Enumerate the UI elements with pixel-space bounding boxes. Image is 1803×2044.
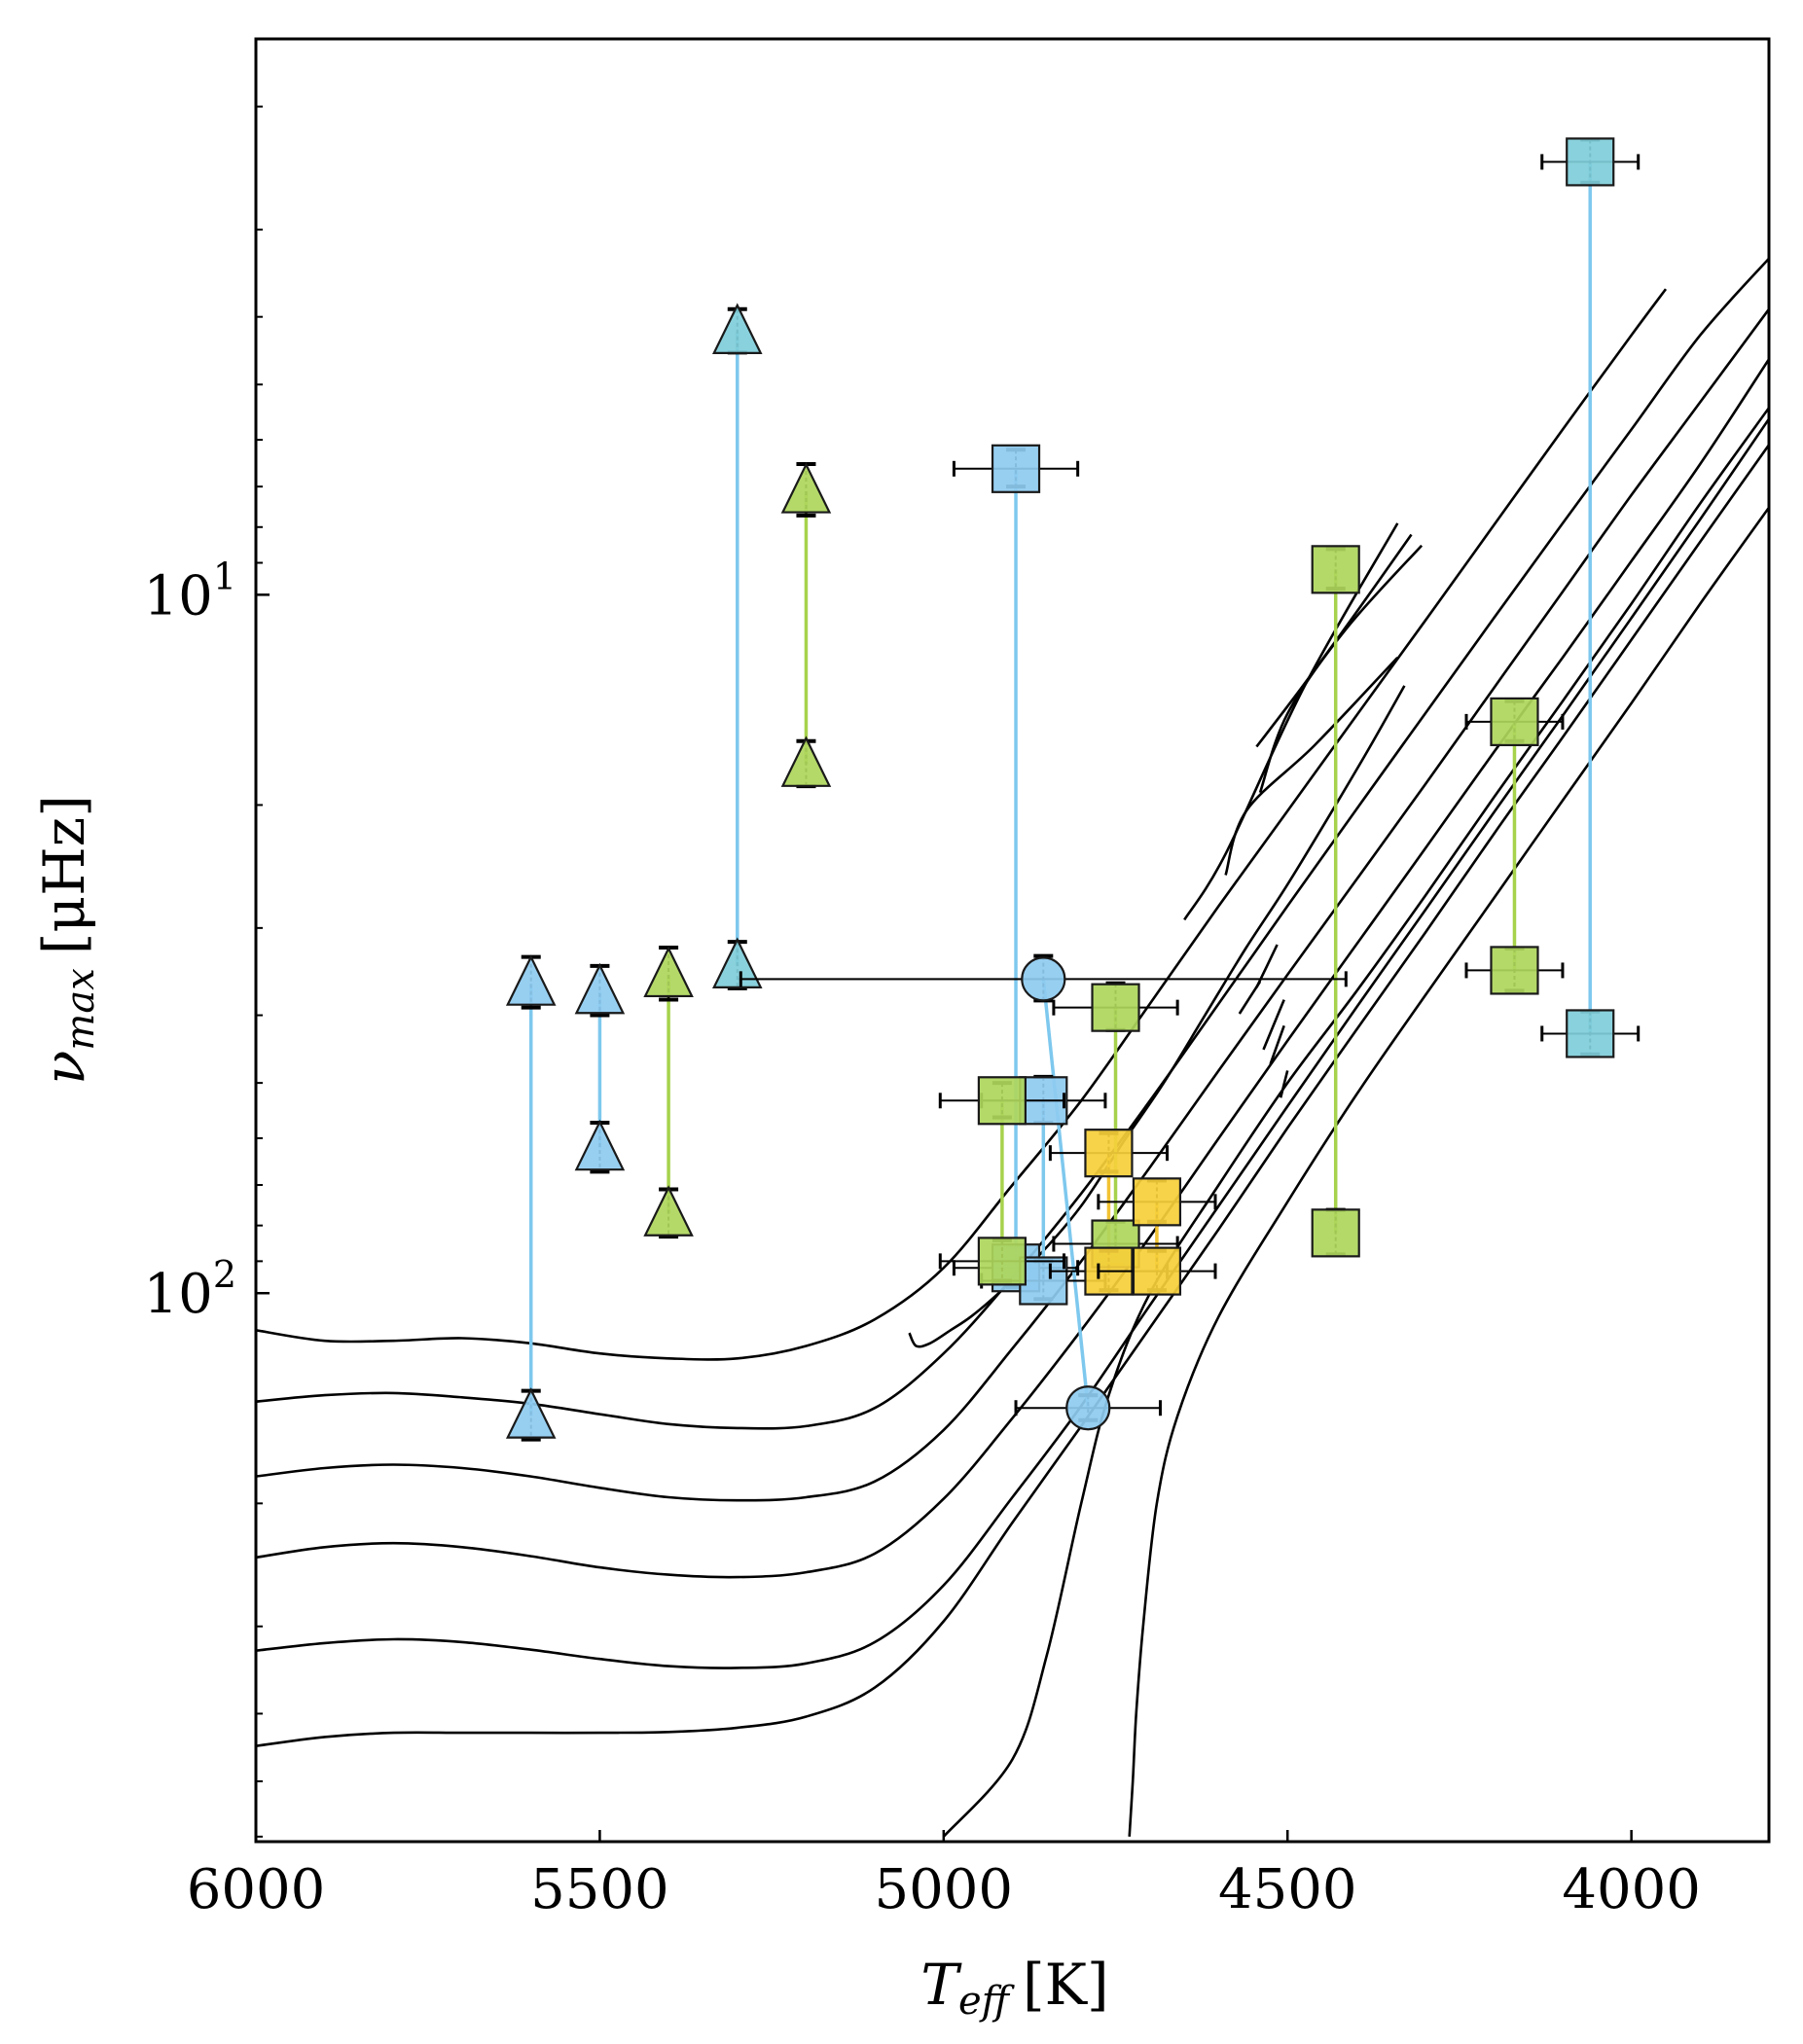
fragment-8: [1269, 1024, 1285, 1065]
marker-green-tri-2-top: [780, 462, 832, 518]
x-tick-label: 4500: [1218, 1858, 1357, 1921]
x-tick-label: 5000: [875, 1858, 1014, 1921]
y-axis-label: νmax [μHz]: [31, 795, 103, 1085]
marker-green-sq-3-top: [1311, 545, 1360, 594]
fragment-1: [1183, 522, 1399, 921]
fragment-6: [1238, 981, 1262, 1015]
tick-labels: 6000 5500 5000 4500 4000 101 102: [144, 555, 1701, 1921]
y-axis-label-unit: [μHz]: [31, 795, 97, 954]
marker-yellow-sq-2-bottom: [1097, 1246, 1217, 1296]
plot-frame: [254, 37, 1771, 1844]
marker-teal-tri-top: [712, 303, 763, 355]
marker-blue-tri-2-top: [574, 962, 626, 1018]
track-4: [256, 358, 1769, 1579]
marker-teal-tri-bottom: [712, 937, 763, 990]
x-axis-label-unit: [K]: [1023, 1952, 1109, 2018]
track-5: [256, 417, 1769, 1669]
y-axis-label-sub: max: [58, 968, 103, 1050]
marker-blue-sq-1-top: [952, 444, 1080, 493]
fragment-3: [1258, 544, 1424, 794]
fragment-7: [1262, 999, 1285, 1051]
marker-green-sq-1-bottom: [938, 1237, 1066, 1286]
marker-green-tri-2-bottom: [780, 735, 832, 789]
y-axis-label-main: ν: [31, 1051, 97, 1085]
marker-blue-tri-1-top: [505, 954, 557, 1010]
marker-blue-circle-bottom: [1014, 1385, 1162, 1431]
fragment-9: [1279, 1070, 1289, 1098]
marker-blue-tri-1-bottom: [505, 1387, 557, 1442]
marker-yellow-sq-1-top: [1048, 1129, 1170, 1178]
marker-teal-sq-bottom: [1540, 1009, 1641, 1058]
x-tick-label: 5500: [530, 1858, 669, 1921]
x-axis-label-main: T: [920, 1952, 962, 2018]
marker-green-sq-4-top: [1464, 697, 1565, 746]
y-tick-label: 102: [144, 1253, 236, 1326]
marker-green-sq-1-top: [938, 1076, 1066, 1126]
track-1: [256, 288, 1668, 1361]
y-tick-label: 101: [144, 555, 236, 628]
track-3: [256, 308, 1769, 1502]
track-8: [1128, 506, 1769, 1837]
axis-ticks: [254, 105, 1633, 1842]
marker-yellow-sq-2-top: [1097, 1177, 1217, 1227]
connector-lines: [528, 161, 1592, 1416]
data-markers: [505, 137, 1641, 1442]
marker-blue-circle-top: [739, 953, 1348, 1003]
marker-green-tri-1-top: [643, 945, 694, 1002]
evolutionary-tracks: [256, 257, 1769, 1838]
marker-green-sq-3-bottom: [1311, 1207, 1360, 1258]
marker-blue-tri-2-bottom: [574, 1119, 626, 1174]
fragment-4: [1224, 657, 1399, 876]
marker-green-sq-2-top: [1052, 981, 1179, 1032]
x-tick-label: 6000: [187, 1858, 326, 1921]
x-tick-label: 4000: [1562, 1858, 1701, 1921]
connector-blue-circle: [1041, 979, 1090, 1409]
x-axis-label-sub: eff: [958, 1979, 1016, 2024]
marker-teal-sq-top: [1540, 137, 1641, 187]
marker-green-tri-1-bottom: [643, 1185, 694, 1239]
track-7: [942, 407, 1769, 1838]
fragment-5: [1255, 944, 1279, 988]
x-axis-label: Teff [K]: [920, 1952, 1108, 2024]
marker-green-sq-4-bottom: [1464, 946, 1565, 995]
